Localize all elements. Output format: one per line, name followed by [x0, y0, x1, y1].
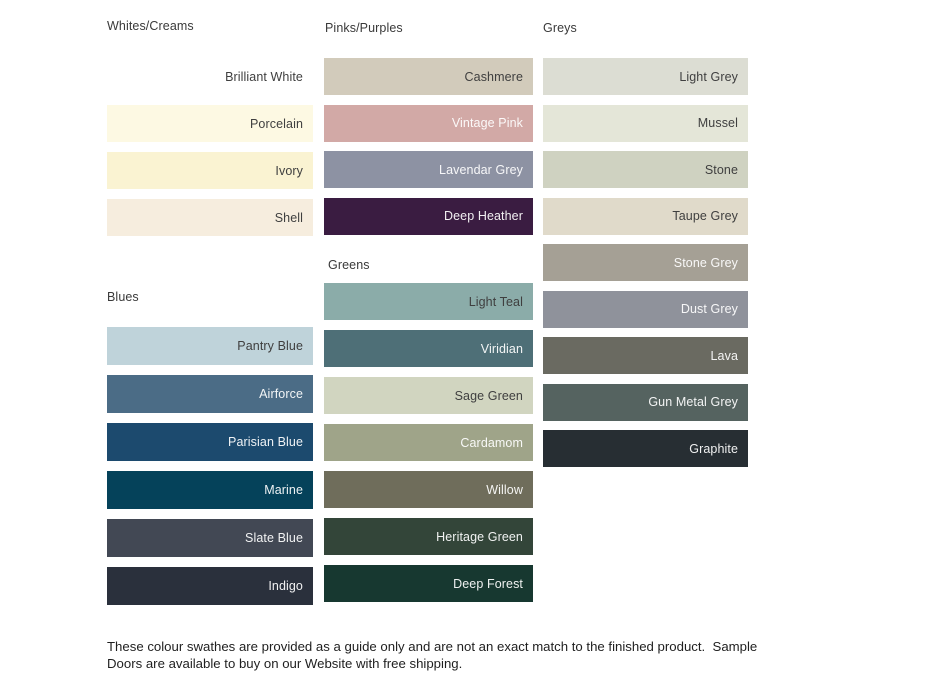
palette-header-blues: Blues: [107, 290, 139, 304]
color-swatch-label: Deep Heather: [443, 209, 523, 223]
color-swatch-label: Vintage Pink: [451, 116, 523, 130]
color-swatch-label: Parisian Blue: [228, 435, 303, 449]
color-swatch-label: Airforce: [259, 387, 303, 401]
color-swatch: Parisian Blue: [107, 423, 313, 461]
color-swatch: Lava: [543, 337, 748, 374]
color-swatch: Vintage Pink: [324, 104, 533, 142]
palette-header-pinks-purples: Pinks/Purples: [325, 21, 403, 35]
color-swatch: Cashmere: [324, 58, 533, 95]
color-swatch-label: Cardamom: [460, 435, 523, 450]
color-swatch: Porcelain: [107, 105, 313, 142]
color-swatch: Stone Grey: [543, 244, 748, 281]
color-swatch-label: Pantry Blue: [237, 339, 303, 353]
color-swatch: Slate Blue: [107, 519, 313, 557]
color-swatch: Willow: [324, 471, 533, 508]
color-swatch-label: Heritage Green: [436, 529, 523, 544]
color-swatch: Deep Heather: [324, 197, 533, 235]
color-swatch: Indigo: [107, 567, 313, 605]
color-swatch: Graphite: [543, 430, 748, 467]
color-swatch-label: Shell: [274, 210, 303, 225]
color-swatch-label: Light Teal: [468, 294, 523, 309]
color-swatch: Light Teal: [324, 283, 533, 320]
color-swatch: Stone: [543, 151, 748, 188]
color-swatch-label: Ivory: [275, 163, 303, 178]
color-swatch: Heritage Green: [324, 518, 533, 555]
color-swatch-label: Gun Metal Grey: [648, 395, 738, 409]
color-swatch-label: Slate Blue: [245, 531, 303, 545]
palette-header-whites-creams: Whites/Creams: [107, 19, 194, 33]
color-swatch: Marine: [107, 471, 313, 509]
color-swatch: Sage Green: [324, 377, 533, 414]
color-swatch: Brilliant White: [107, 58, 313, 95]
color-swatch-label: Stone Grey: [673, 255, 738, 270]
color-swatch-label: Sage Green: [454, 388, 523, 403]
color-swatch: Light Grey: [543, 58, 748, 95]
disclaimer-text: These colour swathes are provided as a g…: [107, 639, 761, 671]
color-swatch-label: Lavendar Grey: [439, 162, 523, 177]
palette-group-greens: Light Teal Viridian Sage Green Cardamom Will…: [324, 283, 533, 612]
color-swatch-label: Willow: [486, 482, 523, 497]
color-swatch: Airforce: [107, 375, 313, 413]
palette-group-whites-creams: Brilliant White Porcelain Ivory Shell: [107, 58, 313, 246]
color-swatch: Shell: [107, 199, 313, 236]
color-swatch-label: Mussel: [697, 116, 738, 130]
color-swatch-label: Light Grey: [679, 69, 738, 84]
color-swatch-label: Porcelain: [249, 116, 303, 131]
color-swatch: Cardamom: [324, 424, 533, 461]
color-swatch: Mussel: [543, 104, 748, 142]
palette-header-greens: Greens: [328, 258, 370, 272]
color-swatch: Pantry Blue: [107, 327, 313, 365]
color-swatch-label: Taupe Grey: [672, 209, 738, 223]
palette-header-greys: Greys: [543, 21, 577, 35]
color-swatch: Dust Grey: [543, 290, 748, 328]
color-swatch: Ivory: [107, 152, 313, 189]
color-swatch-label: Indigo: [268, 579, 303, 593]
color-swatch-label: Viridian: [480, 341, 523, 356]
color-swatch-label: Stone: [704, 162, 738, 177]
color-swatch-label: Marine: [264, 483, 303, 497]
color-swatch-label: Deep Forest: [453, 576, 523, 591]
color-swatch-label: Brilliant White: [225, 69, 303, 84]
color-swatch: Taupe Grey: [543, 197, 748, 235]
color-swatch-label: Graphite: [689, 441, 738, 456]
color-swatch-label: Cashmere: [464, 69, 523, 84]
palette-group-pinks-purples: Cashmere Vintage Pink Lavendar Grey Deep He…: [324, 58, 533, 244]
color-swatch: Gun Metal Grey: [543, 383, 748, 421]
palette-group-blues: Pantry Blue Airforce Parisian Blue Marine Sl…: [107, 327, 313, 615]
palette-group-greys: Light Grey Mussel Stone Taupe Grey Stone Gre…: [543, 58, 748, 477]
color-swatch: Deep Forest: [324, 565, 533, 602]
color-swatch: Lavendar Grey: [324, 151, 533, 188]
color-swatch-label: Lava: [710, 348, 738, 363]
color-swatch: Viridian: [324, 330, 533, 367]
color-swatch-label: Dust Grey: [680, 302, 738, 316]
